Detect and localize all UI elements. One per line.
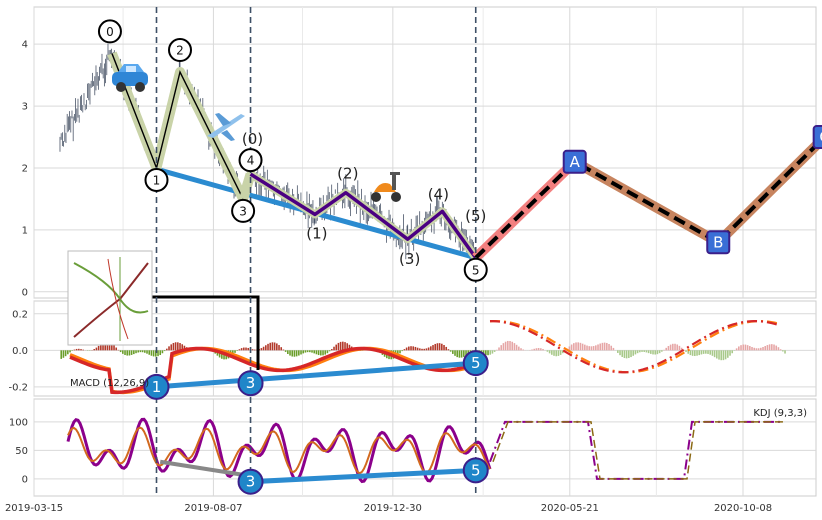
kdj-marker (237, 468, 264, 495)
y-tick-label: 4 (22, 40, 28, 51)
overlay-layer: A B C 0 1 2 3 4 5 (0) (1) (2) (3) (4) (5) 1 3 5 MACD (12,2… (70, 19, 822, 495)
wave-circle-label: 3 (239, 204, 247, 218)
x-tick-label: 2019-12-30 (364, 503, 422, 514)
projection-label: B (713, 233, 723, 251)
macd-marker (143, 373, 170, 400)
scooter-icon (371, 172, 401, 202)
macd-marker-label: 1 (152, 378, 162, 396)
y-tick-label: 1 (22, 225, 28, 236)
projection-box (706, 230, 731, 255)
wave-circle (168, 38, 193, 63)
kdj-line (66, 417, 492, 484)
subwave-label: (1) (306, 224, 327, 242)
subwave-line (249, 172, 478, 259)
subwave-label: (2) (337, 165, 358, 183)
y-tick-label: 2 (22, 163, 28, 174)
x-tick-label: 2019-08-07 (184, 503, 242, 514)
subwave-label: (0) (242, 130, 263, 148)
kdj-label: KDJ (9,3,3) (753, 408, 807, 419)
panel-frame-kdj (33, 398, 817, 497)
inset-chart-icon (67, 250, 153, 346)
macd-channel (156, 360, 476, 390)
macd-label: MACD (12,26,9) (70, 378, 149, 389)
wave-circle (463, 257, 488, 282)
car-icon (112, 64, 148, 92)
macd-series (60, 295, 786, 395)
macd-marker (462, 350, 489, 377)
subwave-label: (3) (399, 250, 420, 268)
subwave-label: (4) (428, 185, 449, 203)
kdj-marker (462, 457, 489, 484)
macd-marker (237, 370, 264, 397)
projection-label: A (570, 153, 581, 171)
wave-circle-label: 0 (106, 25, 114, 39)
bracket-arrow (152, 295, 260, 370)
icons-layer (67, 64, 401, 346)
macd-projection (489, 320, 779, 374)
wave-circle-label: 4 (247, 154, 255, 168)
wave-circle-label: 5 (472, 263, 480, 277)
kdj-series (66, 417, 783, 485)
x-tick-label: 2019-03-15 (5, 503, 63, 514)
projection-box (812, 125, 822, 150)
projection-box (562, 149, 587, 174)
macd-marker-label: 5 (471, 354, 481, 372)
wave-circle-label: 1 (153, 173, 161, 187)
wave-circle (231, 198, 256, 223)
kdj-gray-trend (159, 459, 251, 479)
kdj-marker-label: 5 (471, 461, 481, 479)
y-tick-label: 0.0 (12, 346, 28, 357)
kdj-projection (489, 420, 780, 480)
x-tick-label: 2020-10-08 (714, 503, 772, 514)
kdj-marker-label: 3 (246, 473, 256, 491)
projection-label: C (819, 128, 822, 146)
kdj-projection (492, 421, 783, 480)
y-tick-label: 0 (22, 474, 28, 485)
kdj-channel (250, 467, 476, 485)
x-tick-label: 2020-05-21 (541, 503, 599, 514)
y-tick-label: 100 (9, 417, 28, 428)
kdj-line (67, 426, 491, 475)
y-tick-label: 0.2 (12, 309, 28, 320)
airplane-icon (207, 113, 245, 141)
y-tick-label: -0.2 (8, 382, 28, 393)
macd-marker-label: 3 (246, 374, 256, 392)
wave-circle-label: 2 (176, 44, 184, 58)
y-tick-label: 50 (15, 446, 28, 457)
projection-line (474, 136, 822, 260)
wave-circle (238, 148, 263, 173)
y-tick-label: 3 (22, 102, 28, 113)
wave-circle (144, 167, 169, 192)
y-tick-label: 0 (22, 287, 28, 298)
wave-circle (97, 19, 122, 44)
subwave-label: (5) (465, 207, 486, 225)
